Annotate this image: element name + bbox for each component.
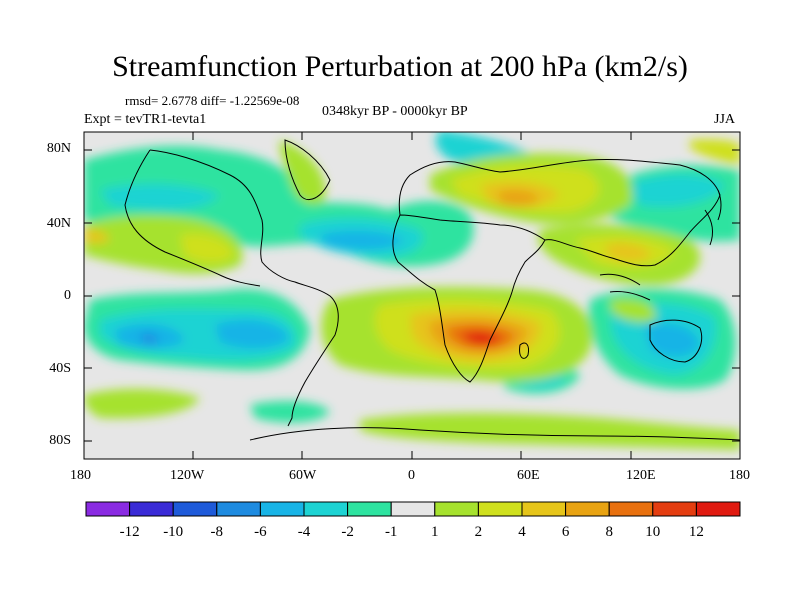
contour-region <box>645 323 700 357</box>
coastline <box>124 149 261 287</box>
contour-region <box>180 233 235 263</box>
colorbar-swatch <box>695 501 741 517</box>
colorbar-swatch <box>608 501 654 517</box>
colorbar: -12 -10 -8 -6 -4 -2 -1 1 2 4 6 8 10 12 <box>85 501 741 540</box>
experiment-line: Expt = tevTR1-tevta1 <box>84 112 207 127</box>
contour-region <box>605 243 652 262</box>
lon-tick-label: 180 <box>729 468 750 483</box>
contour-region <box>498 190 540 206</box>
stats-line: rmsd= 2.6778 diff= -1.22569e-08 <box>125 93 300 108</box>
coastline <box>398 158 721 267</box>
lon-tick-label: 180 <box>70 468 91 483</box>
lon-tick-label: 120W <box>170 468 205 483</box>
colorbar-swatch <box>390 501 436 517</box>
season-label: JJA <box>714 112 736 127</box>
lat-tick-label: 40N <box>46 216 71 231</box>
coastline <box>284 139 331 200</box>
colorbar-label: 1 <box>431 524 439 540</box>
colorbar-label: -10 <box>163 524 183 540</box>
contour-region <box>320 230 405 250</box>
colorbar-label: 8 <box>605 524 613 540</box>
colorbar-swatch <box>259 501 305 517</box>
contour-region <box>610 298 656 323</box>
lat-tick-label: 80S <box>49 433 71 448</box>
coastline <box>392 214 546 383</box>
contour-region <box>625 174 725 207</box>
colorbar-label: -4 <box>298 524 311 540</box>
colorbar-label: -12 <box>120 524 140 540</box>
colorbar-swatch <box>565 501 610 517</box>
colorbar-swatch <box>347 501 392 517</box>
coastline <box>149 149 339 427</box>
colorbar-label: -2 <box>341 524 354 540</box>
colorbar-label: 6 <box>562 524 570 540</box>
colorbar-label: -8 <box>211 524 224 540</box>
coastline <box>599 273 651 301</box>
lat-tick-label: 80N <box>46 141 71 156</box>
lat-tick-label: 40S <box>49 361 71 376</box>
lon-tick-label: 120E <box>626 468 656 483</box>
colorbar-label: 4 <box>518 524 526 540</box>
contour-region <box>100 183 220 211</box>
contour-region <box>84 229 110 244</box>
contour-region <box>250 400 330 423</box>
colorbar-label: -6 <box>254 524 267 540</box>
contour-region <box>279 140 326 204</box>
lat-tick-label: 0 <box>64 288 71 303</box>
contour-region <box>215 319 290 349</box>
coastline <box>249 427 740 441</box>
coastline <box>519 342 529 359</box>
contour-field <box>84 132 740 459</box>
colorbar-swatch <box>172 501 218 517</box>
lon-tick-label: 60E <box>517 468 540 483</box>
coastline <box>704 189 722 246</box>
contour-region <box>140 333 159 344</box>
colorbar-swatch <box>85 501 131 517</box>
colorbar-swatch <box>434 501 479 517</box>
colorbar-swatch <box>303 501 349 517</box>
colorbar-label: -1 <box>385 524 398 540</box>
colorbar-swatch <box>652 501 697 517</box>
colorbar-label: 10 <box>645 524 660 540</box>
colorbar-label: 12 <box>689 524 704 540</box>
colorbar-swatch <box>521 501 567 517</box>
axis-ticks <box>84 132 740 459</box>
colorbar-swatch <box>216 501 261 517</box>
contour-region <box>690 139 740 165</box>
lon-tick-label: 0 <box>408 468 415 483</box>
lon-tick-label: 60W <box>289 468 317 483</box>
contour-region <box>84 388 200 419</box>
colorbar-swatch <box>477 501 523 517</box>
colorbar-label: 2 <box>475 524 483 540</box>
coastlines <box>124 139 740 441</box>
contour-region <box>360 413 740 450</box>
contour-region <box>472 334 492 344</box>
coastline <box>649 319 703 363</box>
colorbar-swatch <box>129 501 174 517</box>
period-line: 0348kyr BP - 0000kyr BP <box>322 104 468 119</box>
chart-title: Streamfunction Perturbation at 200 hPa (… <box>112 50 688 83</box>
